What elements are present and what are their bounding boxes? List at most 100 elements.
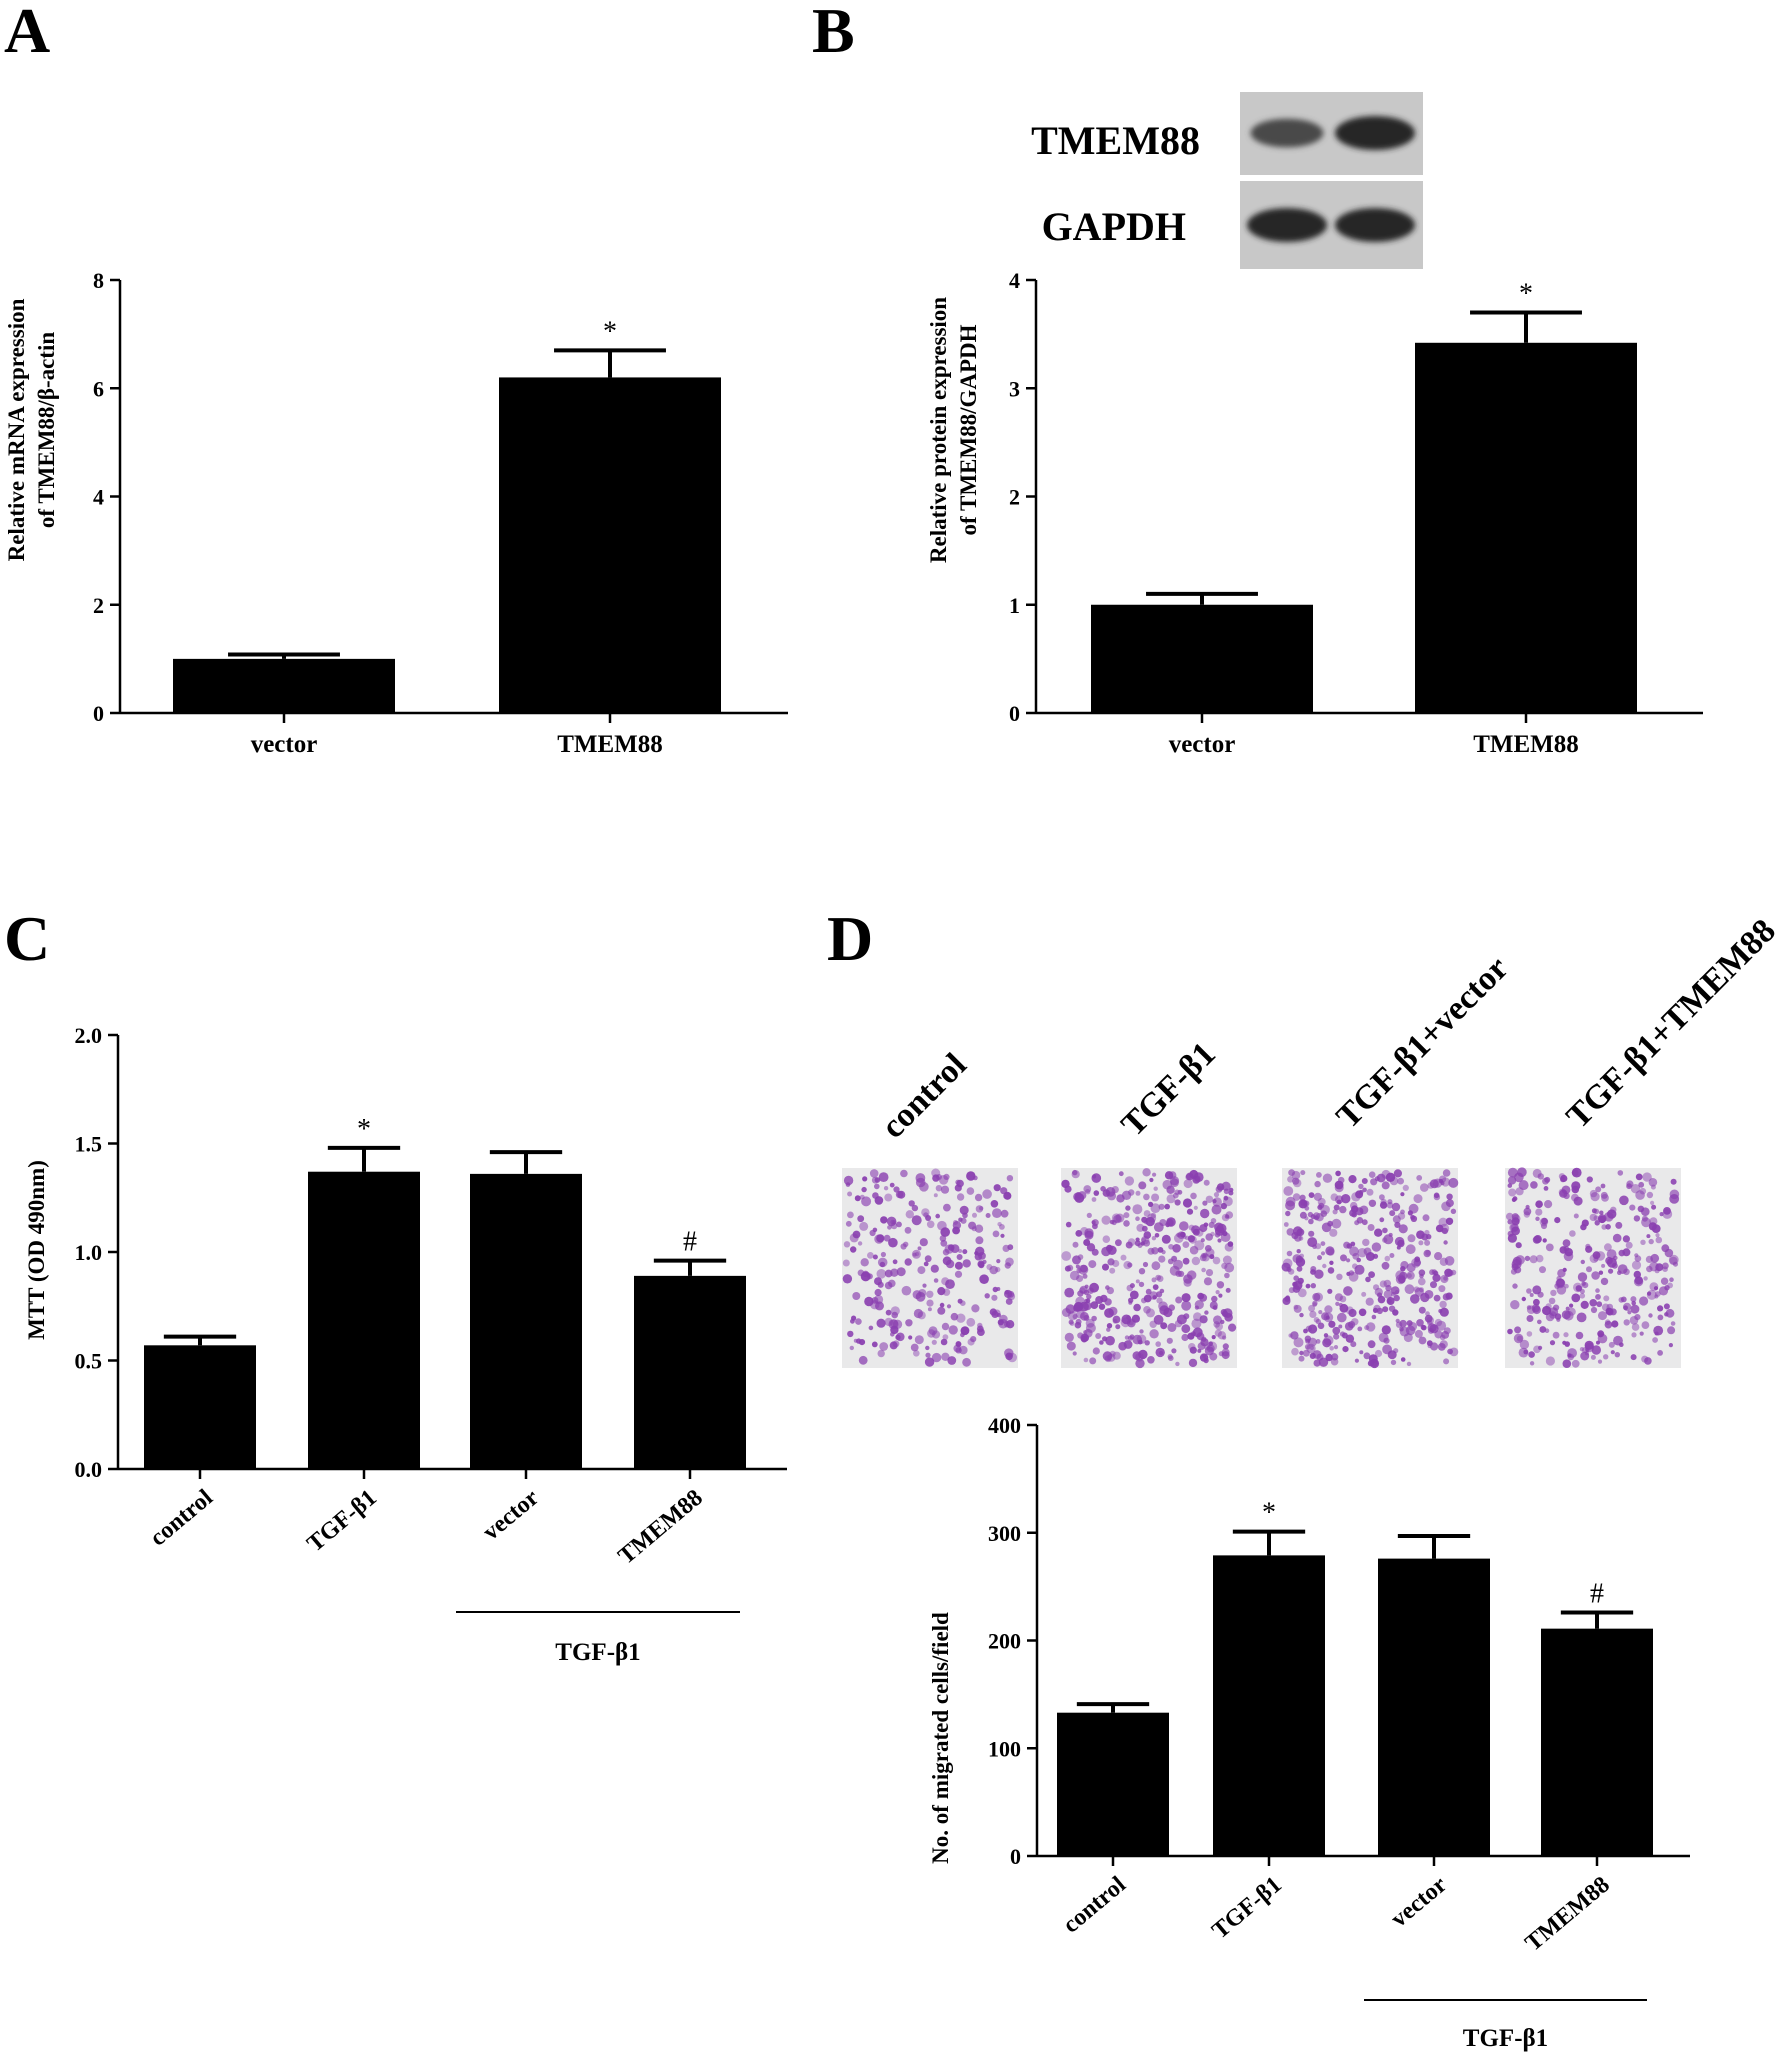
stained-cell [1307,1211,1314,1218]
stained-cell [1523,1211,1531,1218]
stained-cell [1105,1335,1115,1346]
stained-cell [1670,1321,1676,1326]
stained-cell [930,1264,939,1273]
stained-cell [1598,1270,1604,1275]
stained-cell [1579,1293,1586,1299]
stained-cell [1072,1351,1077,1356]
stained-cell [904,1258,912,1266]
stained-cell [1430,1342,1439,1351]
stained-cell [1187,1235,1195,1243]
stained-cell [1296,1265,1303,1272]
chart-a: 0 2 4 6 8 vector * TMEM88 [93,268,788,758]
stained-cell [1076,1310,1085,1319]
stained-cell [1000,1233,1005,1238]
stained-cell [1215,1185,1223,1193]
stained-cell [1635,1190,1645,1200]
stained-cell [1080,1264,1088,1273]
stained-cell [1362,1238,1370,1247]
stained-cell [979,1274,989,1284]
stained-cell [1436,1320,1447,1331]
chart-d-bar [1378,1558,1490,1856]
stained-cell [1341,1194,1351,1204]
stained-cell [1595,1294,1601,1300]
stained-cell [1204,1310,1209,1315]
stained-cell [1655,1236,1663,1244]
stained-cell [1403,1333,1413,1343]
stained-cell [1322,1338,1332,1348]
stained-cell [1599,1210,1604,1215]
stained-cell [1595,1288,1600,1293]
stained-cell [1443,1240,1448,1245]
stained-cell [1330,1357,1339,1366]
stained-cell [1586,1176,1593,1183]
stained-cell [1537,1319,1542,1325]
stained-cell [1584,1342,1595,1353]
stained-cell [937,1287,946,1296]
stained-cell [1083,1289,1090,1296]
stained-cell [1199,1315,1208,1324]
stained-cell [967,1338,975,1346]
stained-cell [1653,1325,1664,1336]
stained-cell [1598,1311,1607,1321]
stained-cell [1650,1184,1656,1190]
stained-cell [1083,1185,1092,1193]
stained-cell [1365,1276,1371,1283]
stained-cell [1593,1215,1600,1221]
stained-cell [1604,1243,1612,1252]
stained-cell [1410,1294,1420,1304]
stained-cell [1526,1331,1533,1337]
chart-b-ytick-label: 3 [1009,376,1020,401]
stained-cell [1292,1254,1302,1264]
stained-cell [1317,1255,1322,1261]
stained-cell [855,1318,862,1325]
stained-cell [1224,1262,1235,1273]
stained-cell [1138,1181,1147,1190]
stained-cell [940,1185,950,1194]
stained-cell [1640,1239,1646,1246]
stained-cell [1181,1300,1192,1311]
stained-cell [1577,1272,1588,1282]
stained-cell [896,1267,906,1277]
stained-cell [1589,1213,1598,1222]
stained-cell [1159,1288,1165,1294]
chart-c: 0.0 0.5 1.0 1.5 2.0 control * TGF-β1 vector # TMEM… [75,1023,787,1666]
stained-cell [937,1220,947,1231]
stained-cell [1421,1325,1427,1331]
stained-cell [1525,1204,1530,1210]
blot-band [1250,118,1324,148]
stained-cell [942,1248,950,1256]
stained-cell [1434,1252,1443,1261]
stained-cell [1364,1325,1370,1331]
stained-cell [1414,1329,1423,1338]
blot-label-gapdh: GAPDH [1042,204,1186,249]
stained-cell [1004,1262,1011,1269]
stained-cell [1308,1304,1316,1312]
stained-cell [1573,1196,1583,1206]
stained-cell [1171,1255,1178,1262]
stained-cell [1529,1293,1534,1297]
stained-cell [1135,1279,1140,1284]
stained-cell [1344,1322,1354,1331]
stained-cell [1366,1188,1374,1196]
stained-cell [1386,1202,1394,1209]
stained-cell [1147,1356,1155,1364]
stained-cell [936,1174,942,1180]
stained-cell [1387,1299,1392,1304]
stained-cell [1004,1348,1014,1358]
stained-cell [849,1345,854,1351]
blot-band [1335,116,1415,150]
stained-cell [1187,1332,1195,1340]
stained-cell [1286,1250,1293,1257]
stained-cell [962,1249,968,1255]
western-blot: TMEM88 GAPDH [1031,92,1423,269]
stained-cell [999,1224,1005,1230]
stained-cell [1635,1173,1643,1181]
stained-cell [1605,1256,1613,1265]
stained-cell [958,1249,963,1253]
stained-cell [861,1196,872,1207]
stained-cell [847,1330,854,1338]
stained-cell [1126,1315,1131,1320]
stained-cell [1313,1292,1323,1302]
stained-cell [1104,1355,1112,1363]
stained-cell [1357,1326,1363,1332]
